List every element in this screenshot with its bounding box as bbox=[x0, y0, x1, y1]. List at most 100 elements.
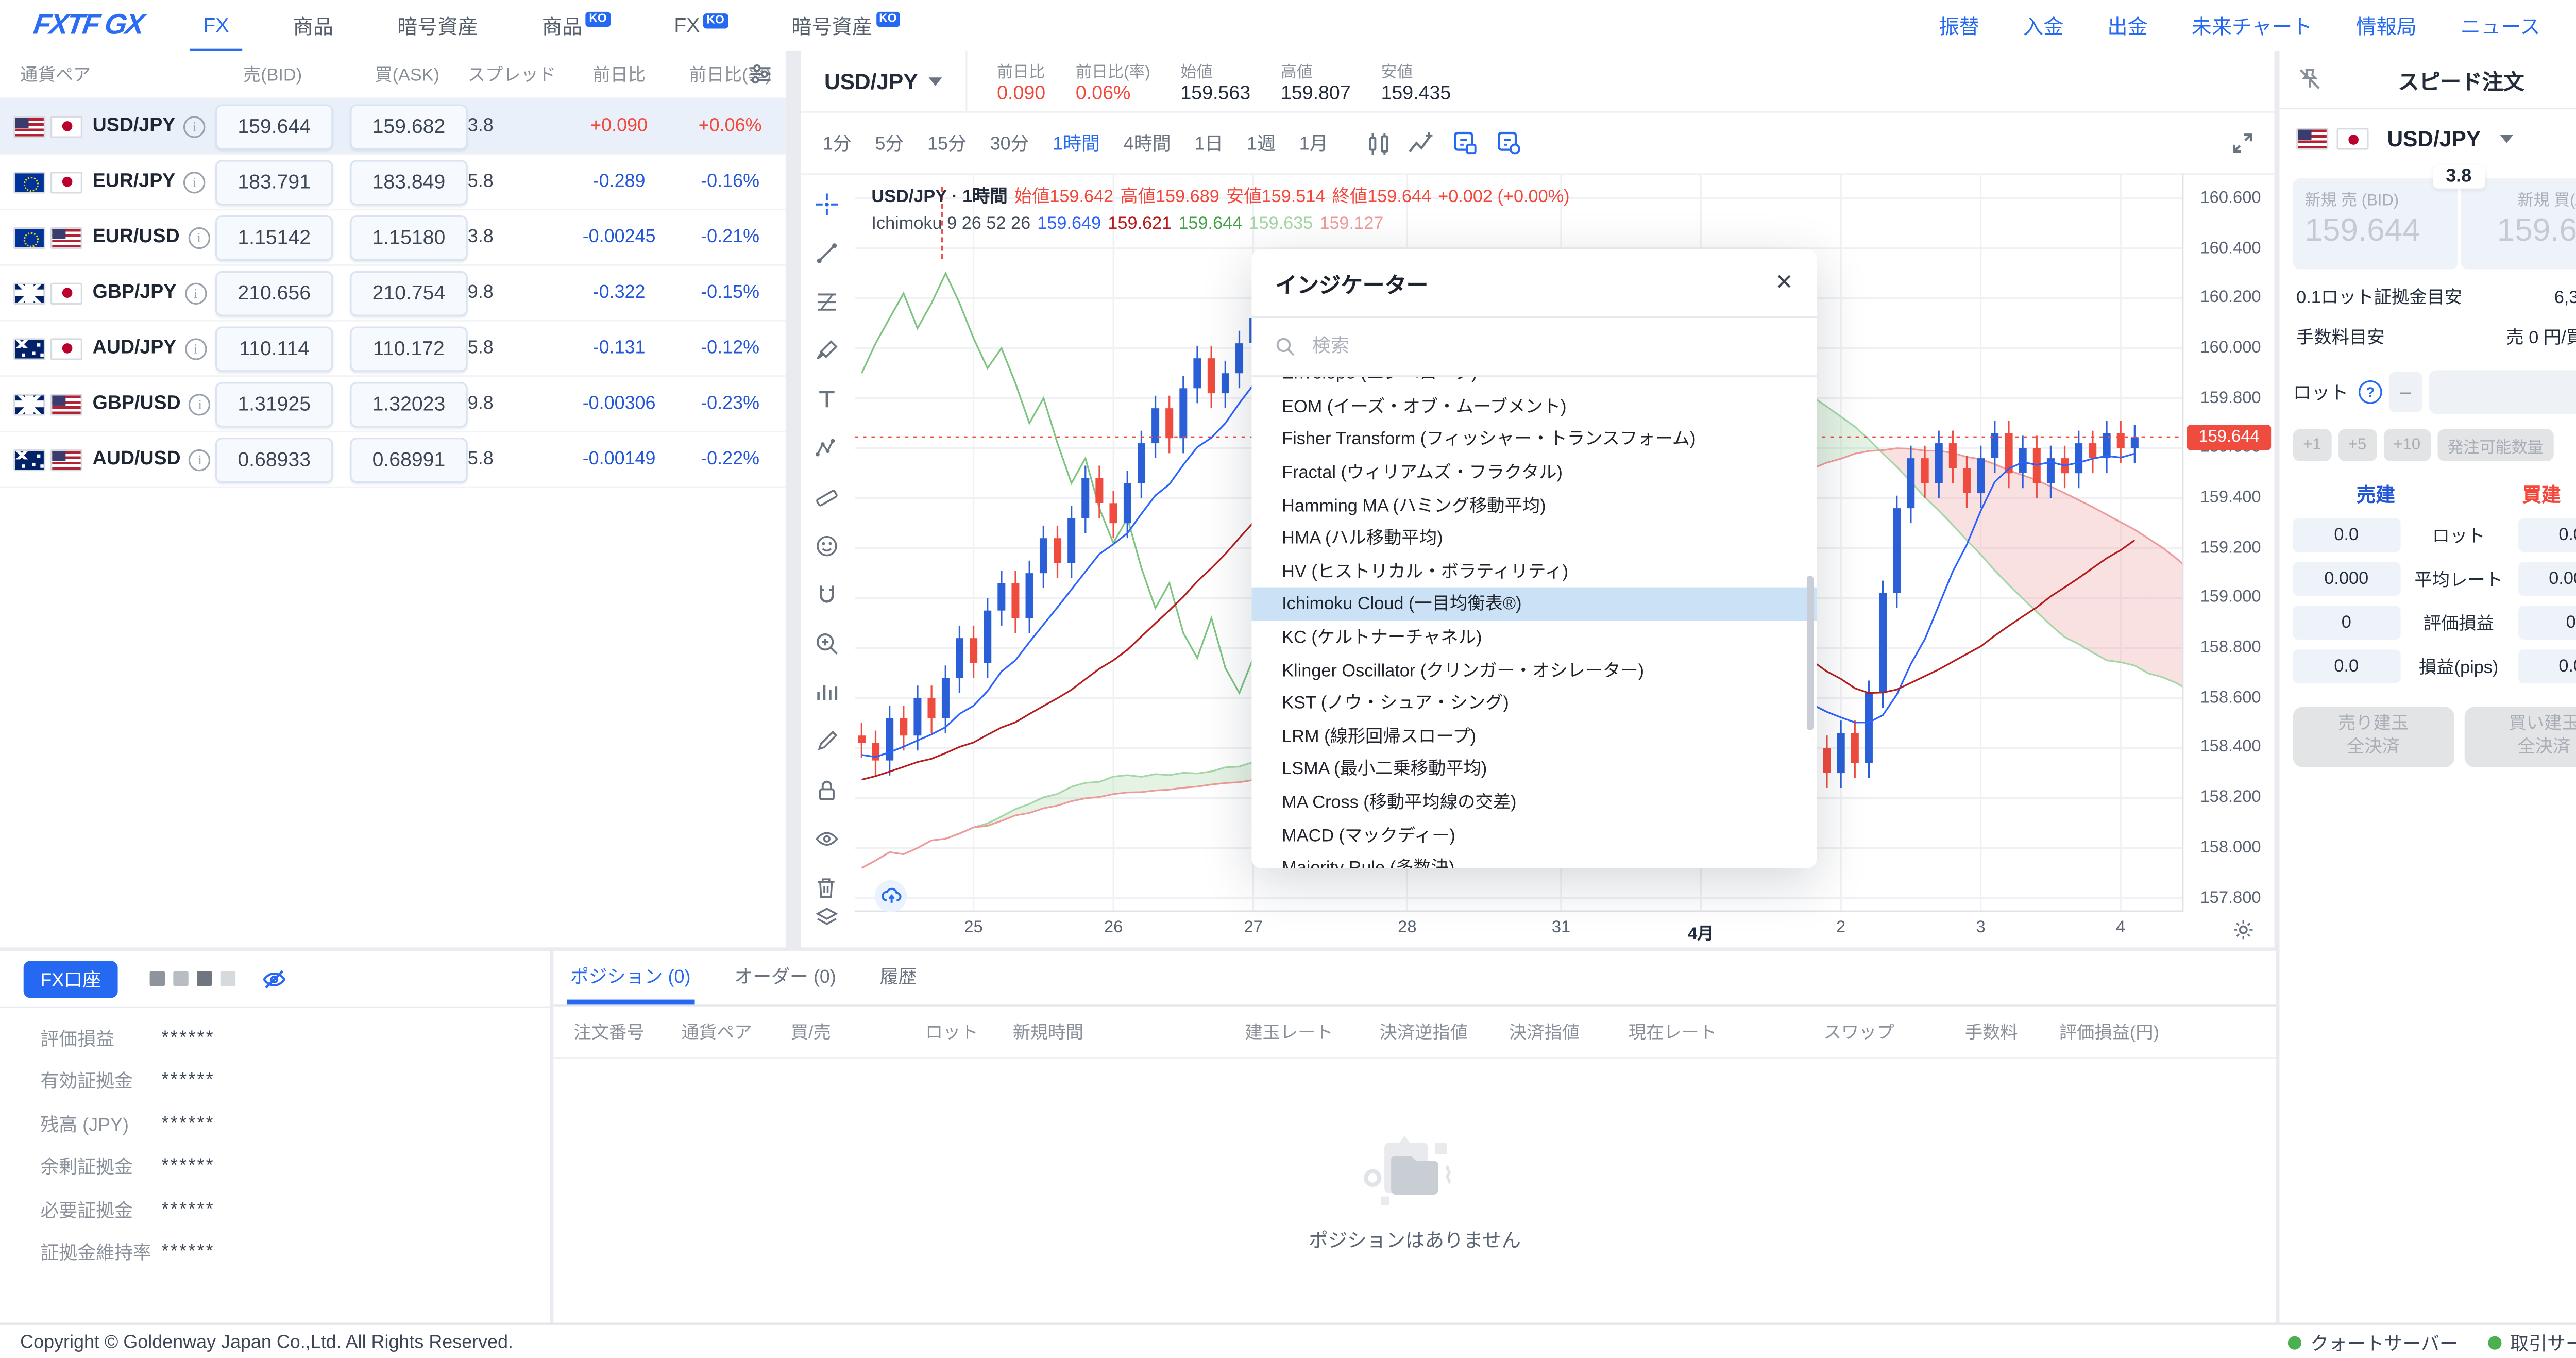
indicator-item[interactable]: MA Cross (移動平均線の交差) bbox=[1282, 793, 1517, 813]
ask-button[interactable]: 1.15180 bbox=[350, 214, 468, 260]
close-all-buy-button[interactable]: 買い建玉 全決済 bbox=[2464, 707, 2576, 767]
info-icon[interactable]: i bbox=[184, 337, 207, 360]
nav-item-ニュース[interactable]: ニュース bbox=[2460, 14, 2540, 38]
info-icon[interactable]: i bbox=[188, 226, 210, 248]
timeframe-1分[interactable]: 1分 bbox=[822, 135, 852, 155]
nav-item-振替[interactable]: 振替 bbox=[1939, 14, 1980, 38]
info-icon[interactable]: i bbox=[183, 171, 206, 193]
nav-item-出金[interactable]: 出金 bbox=[2107, 14, 2148, 38]
bid-button[interactable]: 159.644 bbox=[215, 103, 333, 149]
info-icon[interactable]: i bbox=[183, 115, 206, 138]
indicator-item[interactable]: LRM (線形回帰スロープ) bbox=[1282, 727, 1477, 747]
quick-lot-発注可能数量[interactable]: 発注可能数量 bbox=[2437, 429, 2554, 461]
nav-item-FX[interactable]: FX KO bbox=[674, 13, 728, 37]
timeframe-1週[interactable]: 1週 bbox=[1246, 135, 1276, 155]
price-axis[interactable]: 160.600 160.400 160.200 160.000 159.800 159.6… bbox=[2182, 173, 2275, 911]
ask-button[interactable]: 159.682 bbox=[350, 103, 468, 149]
search-input[interactable] bbox=[1309, 334, 1793, 359]
lot-input[interactable] bbox=[2429, 370, 2576, 414]
indicators-icon[interactable] bbox=[1403, 125, 1440, 162]
publish-chart-icon[interactable] bbox=[874, 880, 907, 912]
text-icon[interactable] bbox=[809, 382, 843, 415]
watchlist-row-EUR/USD[interactable]: EUR/USD i 1.15142 1.15180 3.8 -0.00245 -0.21% bbox=[0, 210, 786, 266]
zoom-in-icon[interactable] bbox=[809, 626, 843, 660]
nav-item-暗号資産[interactable]: 暗号資産 KO bbox=[791, 11, 901, 40]
sell-bid-tile[interactable]: 新規 売 (BID) 159.644 bbox=[2293, 178, 2457, 270]
ask-button[interactable]: 210.754 bbox=[350, 270, 468, 316]
indicator-item[interactable]: Majority Rule (多数決) bbox=[1251, 851, 1817, 868]
fibonacci-icon[interactable] bbox=[809, 284, 843, 318]
pattern-icon[interactable] bbox=[809, 431, 843, 464]
trendline-icon[interactable] bbox=[809, 236, 843, 269]
fx-account-button[interactable]: FX口座 bbox=[23, 960, 118, 997]
timeframe-30分[interactable]: 30分 bbox=[990, 135, 1029, 155]
chart-symbol-select[interactable]: USD/JPY bbox=[801, 50, 967, 111]
indicator-item[interactable]: Ichimoku Cloud (一目均衡表®) bbox=[1251, 588, 1817, 621]
quick-lot-+1[interactable]: +1 bbox=[2293, 429, 2332, 461]
indicator-item[interactable]: Fisher Transform (フィッシャー・トランスフォーム) bbox=[1282, 430, 1696, 450]
ask-button[interactable]: 0.68991 bbox=[350, 437, 468, 482]
bid-button[interactable]: 183.791 bbox=[215, 159, 333, 205]
watchlist-row-EUR/JPY[interactable]: EUR/JPY i 183.791 183.849 5.8 -0.289 -0.16% bbox=[0, 155, 786, 211]
nav-item-商品[interactable]: 商品 bbox=[293, 14, 333, 38]
close-all-sell-button[interactable]: 売り建玉 全決済 bbox=[2293, 707, 2454, 767]
nav-item-FX[interactable]: FX bbox=[189, 13, 244, 53]
emoji-icon[interactable] bbox=[809, 528, 843, 562]
nav-item-情報局[interactable]: 情報局 bbox=[2356, 14, 2417, 38]
indicator-item[interactable]: Hamming MA (ハミング移動平均) bbox=[1282, 496, 1546, 516]
indicator-item[interactable]: Fractal (ウィリアムズ・フラクタル) bbox=[1282, 463, 1563, 483]
indicator-item[interactable]: MACD (マックディー) bbox=[1282, 825, 1455, 846]
order-panel-icon[interactable] bbox=[1447, 125, 1484, 162]
unpin-icon[interactable] bbox=[2296, 65, 2323, 92]
magnet-icon[interactable] bbox=[809, 577, 843, 611]
timeframe-1時間[interactable]: 1時間 bbox=[1053, 135, 1100, 155]
indicator-item[interactable]: LSMA (最小二乗移動平均) bbox=[1282, 760, 1487, 780]
bid-button[interactable]: 110.114 bbox=[215, 325, 333, 371]
watchlist-row-AUD/USD[interactable]: AUD/USD i 0.68933 0.68991 5.8 -0.00149 -0.22% bbox=[0, 432, 786, 488]
modal-search[interactable] bbox=[1251, 316, 1817, 377]
nav-item-未来チャート[interactable]: 未来チャート bbox=[2191, 14, 2313, 38]
eye-off-icon[interactable] bbox=[261, 967, 287, 991]
lock-icon[interactable] bbox=[809, 773, 843, 806]
bid-button[interactable]: 1.31925 bbox=[215, 381, 333, 427]
close-icon[interactable]: ✕ bbox=[1775, 269, 1793, 295]
watchlist-row-GBP/USD[interactable]: GBP/USD i 1.31925 1.32023 9.8 -0.00306 -0.23% bbox=[0, 377, 786, 433]
ask-button[interactable]: 110.172 bbox=[350, 325, 468, 371]
info-icon[interactable]: i bbox=[189, 448, 211, 471]
indicator-item[interactable]: KST (ノウ・シュア・シング) bbox=[1282, 694, 1509, 714]
watchlist-row-GBP/JPY[interactable]: GBP/JPY i 210.656 210.754 9.8 -0.322 -0.15% bbox=[0, 266, 786, 322]
watchlist-row-USD/JPY[interactable]: USD/JPY i 159.644 159.682 3.8 +0.090 +0.06% bbox=[0, 99, 786, 155]
indicator-item[interactable]: Klinger Oscillator (クリンガー・オシレーター) bbox=[1282, 661, 1645, 681]
lot-minus-button[interactable]: − bbox=[2388, 372, 2423, 412]
bars-icon[interactable] bbox=[809, 675, 843, 708]
indicator-item[interactable]: KC (ケルトナーチャネル) bbox=[1282, 628, 1482, 648]
time-axis[interactable]: 25 26 27 28 31 4月 2 3 4 bbox=[854, 910, 2184, 953]
quick-lot-+5[interactable]: +5 bbox=[2338, 429, 2377, 461]
timeframe-5分[interactable]: 5分 bbox=[875, 135, 904, 155]
layers-icon[interactable] bbox=[809, 900, 843, 934]
info-icon[interactable]: i bbox=[184, 281, 207, 304]
nav-item-商品[interactable]: 商品 KO bbox=[542, 11, 611, 40]
bid-button[interactable]: 1.15142 bbox=[215, 214, 333, 260]
timeframe-1日[interactable]: 1日 bbox=[1194, 135, 1224, 155]
help-icon[interactable]: ? bbox=[2358, 380, 2382, 404]
timeframe-15分[interactable]: 15分 bbox=[927, 135, 967, 155]
tab-オーダー (0)[interactable]: オーダー (0) bbox=[734, 967, 836, 988]
indicator-item-partial[interactable]: Envelope (エンベロープ) bbox=[1251, 377, 1817, 390]
trash-icon[interactable] bbox=[809, 870, 843, 903]
alert-panel-icon[interactable] bbox=[1491, 125, 1528, 162]
pencil-icon[interactable] bbox=[809, 724, 843, 757]
brush-icon[interactable] bbox=[809, 333, 843, 367]
nav-item-暗号資産[interactable]: 暗号資産 bbox=[397, 14, 478, 38]
indicator-item[interactable]: HMA (ハル移動平均) bbox=[1282, 529, 1443, 549]
timeframe-1月[interactable]: 1月 bbox=[1299, 135, 1328, 155]
ask-button[interactable]: 1.32023 bbox=[350, 381, 468, 427]
tab-ポジション (0)[interactable]: ポジション (0) bbox=[567, 963, 693, 1005]
crosshair-icon[interactable] bbox=[809, 187, 843, 220]
axis-settings-icon[interactable] bbox=[2232, 919, 2254, 941]
timeframe-4時間[interactable]: 4時間 bbox=[1123, 135, 1171, 155]
ask-button[interactable]: 183.849 bbox=[350, 159, 468, 205]
column-settings-icon[interactable] bbox=[749, 62, 772, 86]
tab-履歴[interactable]: 履歴 bbox=[879, 967, 917, 988]
speed-pair-select[interactable]: USD/JPY bbox=[2279, 109, 2576, 161]
